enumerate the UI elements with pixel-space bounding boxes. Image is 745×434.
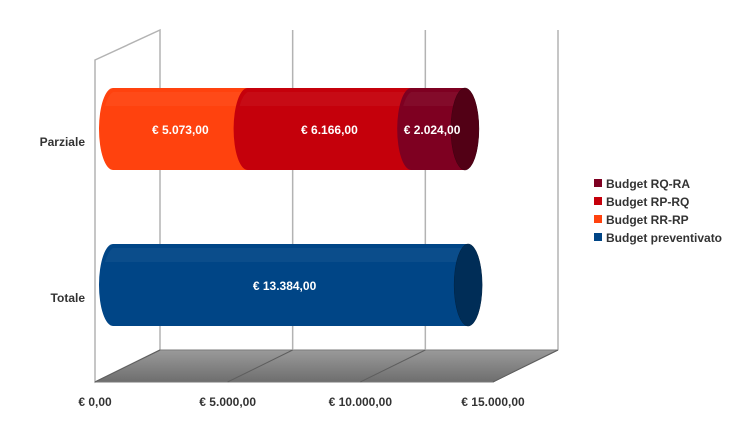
data-label: € 5.073,00 — [152, 123, 209, 137]
data-label: € 2.024,00 — [404, 123, 461, 137]
x-tick-label: € 5.000,00 — [199, 395, 256, 409]
legend-swatch — [594, 197, 602, 205]
legend-label: Budget preventivato — [606, 231, 722, 245]
bar-highlight — [239, 92, 412, 106]
floor-grid-line — [227, 349, 293, 383]
floor-grid-line — [492, 349, 559, 383]
bar-end-cap — [450, 87, 480, 171]
y-tick-label: Parziale — [40, 135, 86, 149]
legend-label: Budget RP-RQ — [606, 195, 689, 209]
legend: Budget RQ-RA Budget RP-RQ Budget RR-RP Budg… — [594, 177, 722, 245]
legend-item: Budget RR-RP — [594, 213, 689, 227]
legend-item: Budget RQ-RA — [594, 177, 690, 191]
legend-item: Budget preventivato — [594, 231, 722, 245]
legend-swatch — [594, 233, 602, 241]
bar-highlight — [105, 248, 469, 262]
bar-end-cap — [453, 243, 483, 327]
y-tick-label: Totale — [51, 291, 86, 305]
bar-segment — [233, 87, 412, 170]
x-axis: € 0,00 € 5.000,00 € 10.000,00 € 15.000,00 — [78, 395, 525, 409]
bars — [99, 87, 483, 327]
chart-floor — [94, 349, 559, 383]
grid-lines — [94, 30, 559, 383]
bar-segment — [99, 88, 248, 170]
legend-swatch — [594, 179, 602, 187]
legend-item: Budget RP-RQ — [594, 195, 689, 209]
x-tick-label: € 15.000,00 — [461, 395, 525, 409]
bar-segment — [99, 244, 469, 326]
x-tick-label: € 0,00 — [78, 395, 112, 409]
bar-highlight — [403, 92, 465, 106]
legend-label: Budget RQ-RA — [606, 177, 690, 191]
y-axis: Parziale Totale — [40, 135, 86, 305]
x-tick-label: € 10.000,00 — [329, 395, 393, 409]
floor-grid-line — [94, 349, 161, 383]
chart-side-wall — [94, 28, 161, 384]
bar-segment — [397, 87, 465, 170]
data-labels: € 5.073,00 € 6.166,00 € 2.024,00 € 13.384,0… — [152, 123, 461, 293]
bar-highlight — [105, 92, 248, 106]
floor-grid-line — [360, 349, 426, 383]
chart-frame — [94, 28, 559, 384]
legend-label: Budget RR-RP — [606, 213, 689, 227]
data-label: € 6.166,00 — [301, 123, 358, 137]
data-label: € 13.384,00 — [253, 279, 317, 293]
legend-swatch — [594, 215, 602, 223]
